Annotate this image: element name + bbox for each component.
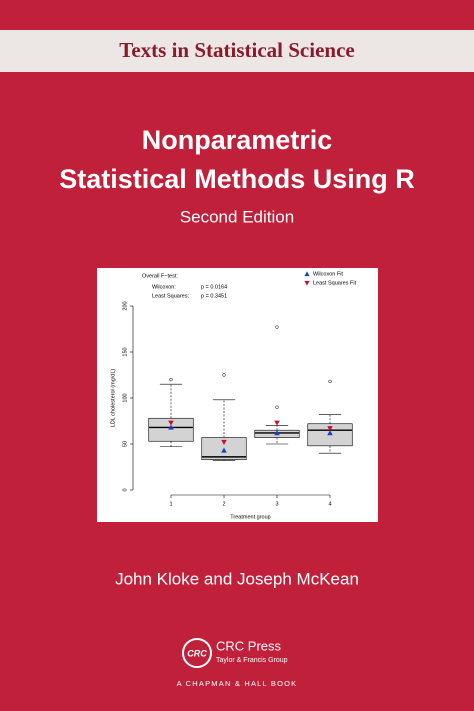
x-tick-label: 3 xyxy=(275,501,278,507)
y-tick-label: 100 xyxy=(122,393,128,402)
x-tick-label: 4 xyxy=(328,501,331,507)
logo-ring xyxy=(182,638,212,668)
outlier xyxy=(169,377,173,382)
x-axis-label: Treatment group xyxy=(230,514,270,520)
publisher-group: Taylor & Francis Group xyxy=(216,657,288,664)
chart-background xyxy=(97,268,378,522)
legend-marker xyxy=(304,280,310,286)
fit-marker xyxy=(168,424,174,430)
y-tick-label: 0 xyxy=(122,488,128,491)
legend-label: Wilcoxon Fit xyxy=(313,271,343,277)
fit-marker xyxy=(327,426,333,432)
x-tick-label: 1 xyxy=(169,501,172,507)
fit-marker xyxy=(327,430,333,436)
y-tick-label: 200 xyxy=(122,301,128,310)
annotation-value: p = 0.3451 xyxy=(201,293,227,299)
annotation-value: p = 0.0164 xyxy=(201,284,227,290)
box xyxy=(148,417,194,442)
y-tick-label: 150 xyxy=(122,347,128,356)
annotation-label: Wilcoxon: xyxy=(152,284,176,290)
x-tick-label: 2 xyxy=(222,501,225,507)
authors: John Kloke and Joseph McKean xyxy=(115,569,359,588)
y-axis-label: LDL cholesterol (mg/dL) xyxy=(110,369,116,428)
series-band xyxy=(0,30,474,72)
legend-marker xyxy=(304,271,310,277)
y-tick-label: 50 xyxy=(122,441,128,447)
imprint: A CHAPMAN & HALL BOOK xyxy=(177,679,298,688)
outlier xyxy=(222,373,226,377)
title-line: Nonparametric xyxy=(142,125,333,155)
annotation-label: Least Squares: xyxy=(152,293,189,299)
fit-marker xyxy=(221,439,227,445)
outlier xyxy=(275,325,279,329)
annotation-heading: Overall F−test: xyxy=(142,273,178,279)
fit-marker xyxy=(274,430,280,436)
legend-label: Least Squares Fit xyxy=(313,280,357,286)
outlier xyxy=(328,379,332,384)
title-line: Statistical Methods Using R xyxy=(59,164,415,194)
fit-marker xyxy=(168,420,174,426)
fit-marker xyxy=(221,447,227,453)
series-title: Texts in Statistical Science xyxy=(119,38,354,62)
outlier xyxy=(275,405,279,409)
publisher-name: CRC Press xyxy=(216,638,282,653)
chart: 0 50 100 150 200 LDL cholesterol (mg/dL) 1 2 3 4 T… xyxy=(97,268,378,522)
edition: Second Edition xyxy=(180,207,294,226)
logo-text: CRC xyxy=(187,648,207,658)
fit-marker xyxy=(274,420,280,426)
